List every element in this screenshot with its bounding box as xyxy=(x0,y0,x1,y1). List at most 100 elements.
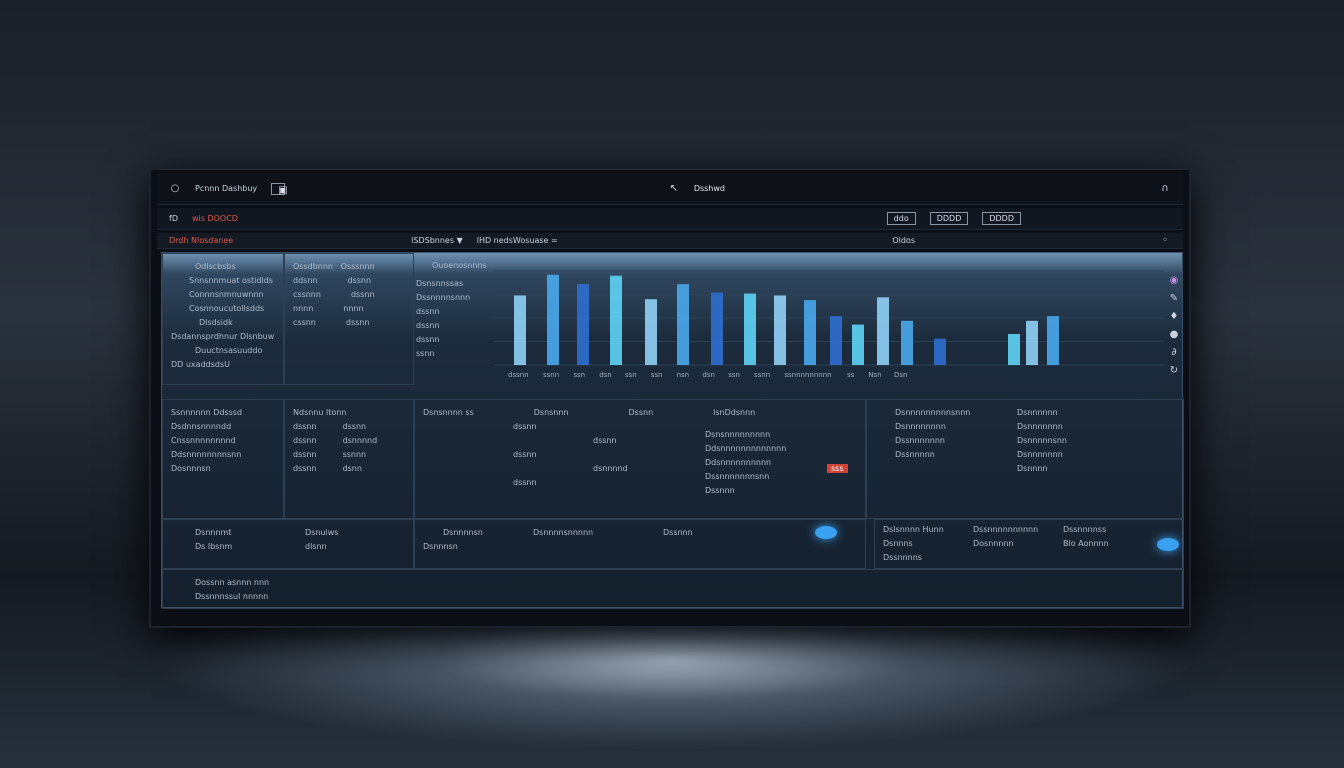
tick-label: ss xyxy=(847,371,855,379)
list-item: Ddsnnnnnnnnnnnnn xyxy=(705,444,787,453)
summary-table: Ossdbnnn Osssnnn ddsnn dssnn cssnnn dssnn nn… xyxy=(284,253,414,385)
bar[interactable] xyxy=(514,295,526,365)
tick-label: ssn xyxy=(625,371,637,379)
list-item: dssnn xyxy=(350,290,375,299)
list-item: dssnn xyxy=(593,436,617,445)
sidebar-footer: DD uxaddsdsU xyxy=(171,360,230,369)
filter-left[interactable]: Drdh Nlosdanee xyxy=(169,236,234,245)
list-item: dssnn xyxy=(513,450,537,459)
app-title: Pcnnn Dashbuy xyxy=(195,184,258,193)
window-icon[interactable]: ▣ xyxy=(271,182,288,196)
alert-badge[interactable]: sss xyxy=(827,464,848,473)
list-item: Dosnnnsn xyxy=(171,464,211,473)
tick-label: ssn xyxy=(651,371,663,379)
bar[interactable] xyxy=(1026,320,1038,365)
drop-icon[interactable]: ♦ xyxy=(1169,311,1179,322)
toolbar-btn[interactable]: ddo xyxy=(886,212,916,225)
list-item: Dsnnnnnnn xyxy=(1017,422,1063,431)
filter-dropdown-2[interactable]: lHD nedsWosuase = xyxy=(476,236,558,245)
list-item: Dsnnnnnnn xyxy=(1017,450,1063,459)
bar[interactable] xyxy=(1047,316,1059,365)
palette-icon[interactable]: ◉ xyxy=(1169,275,1179,286)
list-item: Dsdnnsnnnndd xyxy=(171,422,232,431)
sidebar-item[interactable]: Snnsnnmuat ostidlds xyxy=(189,276,273,285)
list-item: Dsnnnn xyxy=(1017,464,1048,473)
bar[interactable] xyxy=(774,295,786,365)
circle-icon[interactable]: ○ xyxy=(170,182,180,194)
list-item: Dssnnnnnnnsnn xyxy=(705,472,770,481)
bar[interactable] xyxy=(610,275,622,365)
table-row[interactable]: ddsnn dssnn xyxy=(293,274,405,288)
bar[interactable] xyxy=(744,293,756,365)
section-a: Ssnnnnnn Ddsssd Dsdnnsnnnndd Cnssnnnnnnnnd… xyxy=(162,399,284,519)
pin-icon[interactable]: ● xyxy=(1169,329,1179,340)
bar[interactable] xyxy=(830,316,842,365)
table-row[interactable]: cssnn dssnn xyxy=(293,316,405,330)
sidebar-item[interactable]: Duuctnsasuuddo xyxy=(195,346,263,355)
toolbar-btn[interactable]: DDDD xyxy=(929,212,969,225)
list-item: dssnn xyxy=(416,321,440,330)
sidebar-item[interactable]: Cosnnoucutollsdds xyxy=(189,304,265,313)
list-item: Dssnnnnss xyxy=(1063,525,1107,534)
list-item: dssnn xyxy=(347,276,372,285)
toolbar: fD wis DOOCD ddo DDDD DDDD xyxy=(157,208,1183,230)
table-row[interactable]: nnnn nnnn xyxy=(293,302,405,316)
list-item: Dsnnnnnsnn xyxy=(1017,436,1067,445)
monitor: ○ Pcnnn Dashbuy ▣ ↖ Dsshwd ∩ fD wis DOOC… xyxy=(149,168,1191,628)
tick-label: dssnn xyxy=(508,371,529,379)
filter-right[interactable]: Oldos xyxy=(892,236,915,245)
section-title: Ndsnnu ltonn xyxy=(293,408,347,417)
toolbar-tag[interactable]: wis DOOCD xyxy=(191,214,238,223)
list-item: Dsnsnnnnnnnnn xyxy=(705,430,771,439)
bar[interactable] xyxy=(901,320,913,365)
bar[interactable] xyxy=(677,284,689,365)
list-item: dssnn xyxy=(293,422,317,431)
bar[interactable] xyxy=(804,300,816,365)
bar[interactable] xyxy=(877,297,889,365)
header-center: Dsshwd xyxy=(693,184,725,193)
tick-label: dsn xyxy=(599,371,612,379)
list-item: Dsnnnnnn xyxy=(1017,408,1058,417)
list-item: Ddsnnnnnnnnnn xyxy=(705,458,772,467)
list-item: dssnn xyxy=(293,450,317,459)
section-head: Dsnsnnnn ss xyxy=(423,408,474,417)
list-item: Dsnnnnnnnnnsnnn xyxy=(895,408,971,417)
list-item: dssnn xyxy=(513,422,537,431)
list-item: Dsnnnmt xyxy=(195,528,232,537)
status-dot[interactable] xyxy=(1157,538,1179,551)
sidebar-item[interactable]: Connnsnmnuwnnn xyxy=(189,290,264,299)
bar[interactable] xyxy=(547,274,559,365)
bar[interactable] xyxy=(934,338,946,365)
filter-dropdown[interactable]: lSDSbnnes ▼ xyxy=(411,236,463,245)
toolbar-btn[interactable]: DDDD xyxy=(982,212,1021,225)
list-item: dssnn xyxy=(416,307,440,316)
list-item: ddsnn xyxy=(293,276,318,285)
list-item: Dssnnnssul nnnnn xyxy=(195,592,269,601)
table-row[interactable]: cssnnn dssnn xyxy=(293,288,405,302)
list-item: Dsnnns xyxy=(883,539,913,548)
bar[interactable] xyxy=(645,299,657,365)
list-item: dssnn xyxy=(342,422,367,431)
list-item: Dssnnn xyxy=(705,486,735,495)
sidebar-item[interactable]: Dlsdsidk xyxy=(199,318,233,327)
tick-label: nsn xyxy=(677,371,690,379)
section-head: Dssnn xyxy=(628,408,654,417)
bar[interactable] xyxy=(1008,333,1020,365)
list-item: Dsnnnnsn xyxy=(443,528,483,537)
list-item: dssnn xyxy=(345,318,370,327)
sidebar-item[interactable]: Dsdannsprdhnur Dlsnbuw xyxy=(171,332,275,341)
bar[interactable] xyxy=(852,324,864,365)
col-header: Ossdbnnn xyxy=(293,262,333,271)
list-item: Cnssnnnnnnnnd xyxy=(171,436,236,445)
bar[interactable] xyxy=(577,284,589,365)
edit-icon[interactable]: ✎ xyxy=(1169,293,1179,304)
user-icon[interactable]: ∩ xyxy=(1161,182,1169,194)
settings-icon[interactable]: ◦ xyxy=(1162,234,1168,246)
refresh-icon[interactable]: ↻ xyxy=(1169,365,1179,376)
bar[interactable] xyxy=(711,292,723,365)
section-f: Dsnnnmt Dsnuiws Ds lbsnm dlsnn xyxy=(162,519,414,569)
tick-label: Dsn xyxy=(894,371,907,379)
link-icon[interactable]: ∂ xyxy=(1171,347,1177,358)
tick-label: ssn xyxy=(728,371,740,379)
status-dot[interactable] xyxy=(815,526,837,539)
